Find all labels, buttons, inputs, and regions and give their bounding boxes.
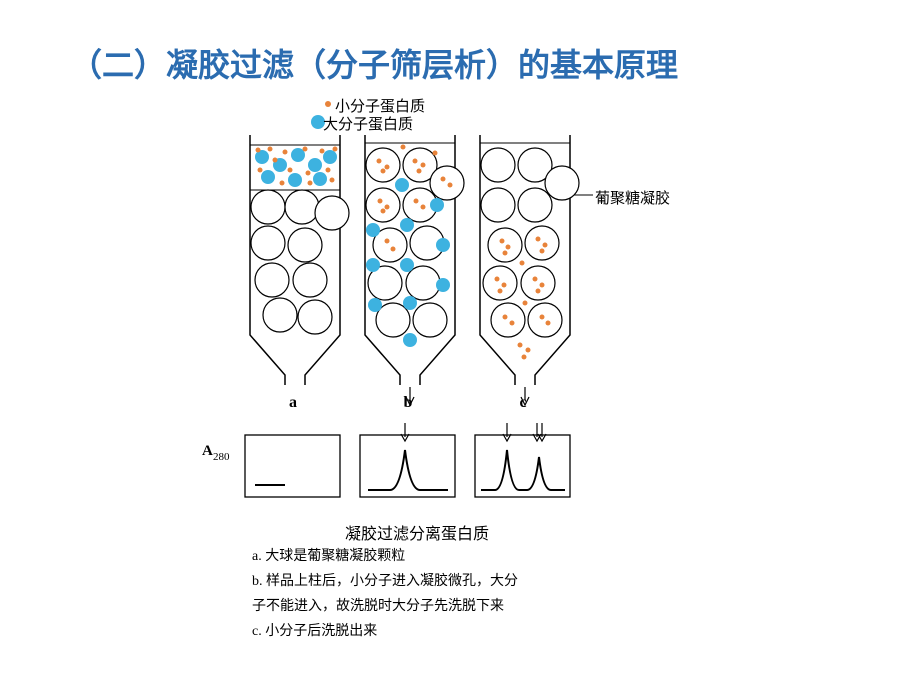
svg-text:a: a (289, 394, 297, 411)
chart-a (245, 435, 340, 497)
svg-text:b: b (404, 394, 413, 411)
chart-c (475, 423, 570, 497)
svg-text:A: A (202, 443, 213, 459)
legend-large-label: 大分子蛋白质 (323, 113, 413, 134)
page-title: （二）凝胶过滤（分子筛层析）的基本原理 (70, 40, 678, 86)
caption-main: 凝胶过滤分离蛋白质 (345, 520, 489, 544)
chart-b (360, 423, 455, 497)
legend-gel-label: 葡聚糖凝胶 (595, 187, 670, 208)
caption-line-b2: 子不能进入，故洗脱时大分子先洗脱下来 (252, 595, 504, 615)
columns-svg: a (180, 95, 740, 535)
column-a (250, 135, 349, 385)
column-c (480, 135, 579, 405)
caption-line-a: a. 大球是葡聚糖凝胶颗粒 (252, 545, 405, 565)
caption-line-b1: b. 样品上柱后，小分子进入凝胶微孔，大分 (252, 570, 518, 590)
column-b (365, 135, 464, 405)
caption-line-c: c. 小分子后洗脱出来 (252, 620, 377, 640)
gel-filtration-diagram: 小分子蛋白质 大分子蛋白质 葡聚糖凝胶 (180, 95, 740, 655)
svg-text:280: 280 (213, 451, 230, 463)
svg-text:c: c (519, 394, 526, 411)
